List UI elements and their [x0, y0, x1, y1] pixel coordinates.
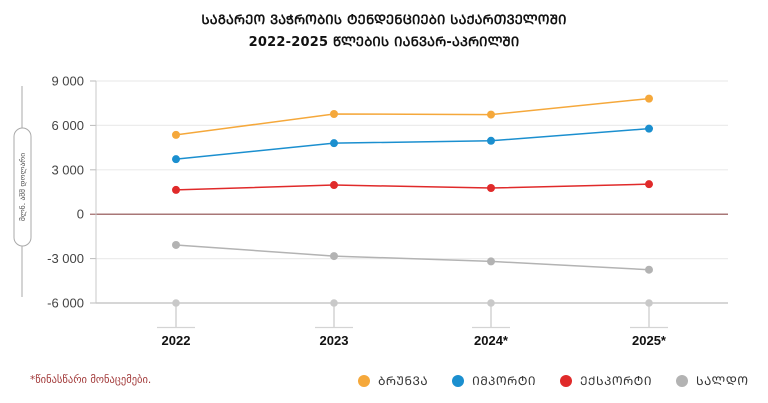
series-export [172, 180, 653, 194]
x-axis: 2022 2023 2024* 2025* [157, 299, 668, 348]
x-axis-dot [172, 299, 180, 307]
legend-label-turnover: ᲑᲠᲣᲜᲕᲐ [378, 374, 429, 388]
data-point-import [330, 139, 338, 148]
legend-item-export[interactable]: ᲔᲥᲡᲞᲝᲠᲢᲘ [560, 372, 652, 389]
grid-lines [90, 80, 728, 304]
legend-label-balance: ᲡᲐᲚᲓᲝ [696, 374, 749, 388]
y-tick-label: 6 000 [51, 118, 84, 133]
legend-marker-turnover [358, 374, 370, 387]
data-point-import [645, 124, 653, 133]
y-tick-labels: 9 000 6 000 3 000 0 -3 000 -6 000 [47, 74, 84, 311]
y-tick-label: 9 000 [51, 74, 84, 89]
legend-marker-import [452, 374, 465, 387]
data-point-export [330, 181, 338, 190]
series-line-import [175, 127, 650, 160]
x-tick-label: 2025* [632, 333, 667, 348]
data-point-turnover [172, 130, 180, 139]
data-point-balance [487, 257, 495, 266]
y-tick-label: 0 [77, 207, 84, 222]
legend-item-turnover[interactable]: ᲑᲠᲣᲜᲕᲐ [358, 372, 428, 389]
chart-subtitle: 2022-2025 ᲬᲚᲔᲑᲘᲡ ᲘᲐᲜᲕᲐᲠ-ᲐᲞᲠᲘᲚᲨᲘ [248, 35, 520, 50]
legend-item-import[interactable]: ᲘᲛᲞᲝᲠᲢᲘ [452, 372, 536, 389]
x-tick-label: 2023 [320, 333, 349, 348]
data-point-turnover [487, 110, 495, 119]
series-group [172, 94, 653, 274]
y-tick-label: -6 000 [47, 296, 84, 311]
y-tick-label: 3 000 [51, 162, 84, 177]
x-tick-label: 2024* [474, 333, 509, 348]
series-import [172, 124, 653, 164]
y-axis-label: მლნ. აშშ დოლარი [18, 153, 27, 221]
chart-title: ᲡᲐᲒᲐᲠᲔᲝ ᲕᲐᲭᲠᲝᲑᲘᲡ ᲢᲔᲜᲓᲔᲜᲪᲘᲔᲑᲘ ᲡᲐᲥᲐᲠᲗᲕᲔᲚᲝᲨ… [201, 13, 567, 28]
data-point-turnover [645, 94, 653, 103]
legend-label-export: ᲔᲥᲡᲞᲝᲠᲢᲘ [580, 374, 653, 388]
x-axis-dot [645, 299, 653, 307]
data-point-export [487, 184, 495, 193]
y-label-pill [13, 127, 32, 247]
data-point-turnover [330, 110, 338, 119]
x-axis-dot [487, 299, 495, 307]
legend-marker-balance [676, 374, 689, 387]
series-line-export [175, 183, 650, 191]
data-point-export [645, 180, 653, 189]
legend-marker-export [560, 374, 573, 387]
data-point-balance [645, 265, 653, 274]
data-point-balance [330, 252, 338, 261]
x-tick-label: 2022 [162, 333, 191, 348]
series-line-balance [175, 244, 650, 271]
x-axis-dot [330, 299, 338, 307]
data-point-import [172, 155, 180, 164]
data-point-export [172, 185, 180, 194]
legend: ᲑᲠᲣᲜᲕᲐ ᲘᲛᲞᲝᲠᲢᲘ ᲔᲥᲡᲞᲝᲠᲢᲘ ᲡᲐᲚᲓᲝ [358, 372, 749, 389]
footnote: *წინასწარი მონაცემები. [30, 374, 152, 386]
y-tick-label: -3 000 [47, 251, 84, 266]
series-balance [172, 240, 653, 274]
data-point-balance [172, 240, 180, 249]
legend-label-import: ᲘᲛᲞᲝᲠᲢᲘ [472, 374, 537, 388]
legend-item-balance[interactable]: ᲡᲐᲚᲓᲝ [676, 372, 748, 389]
series-line-turnover [175, 97, 650, 136]
series-turnover [172, 94, 653, 139]
data-point-import [487, 136, 495, 145]
y-axis-label-group: მლნ. აშშ დოლარი [13, 86, 32, 297]
